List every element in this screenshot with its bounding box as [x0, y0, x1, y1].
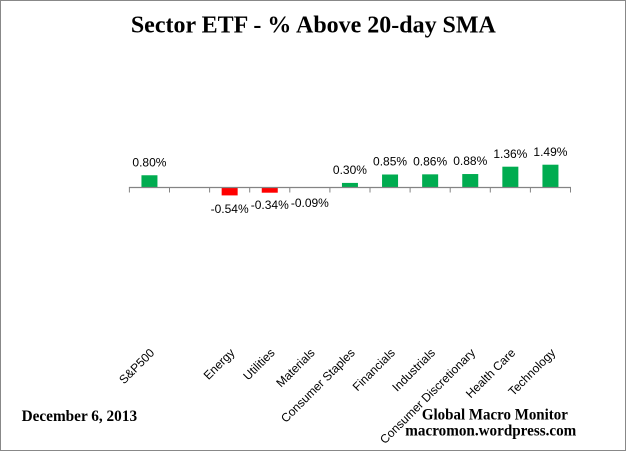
svg-text:0.85%: 0.85% — [373, 155, 407, 169]
svg-text:-0.34%: -0.34% — [251, 198, 289, 212]
svg-text:December 6, 2013: December 6, 2013 — [22, 408, 138, 425]
svg-text:macromon.wordpress.com: macromon.wordpress.com — [405, 423, 577, 440]
svg-text:Sector ETF - % Above 20-day SM: Sector ETF - % Above 20-day SMA — [131, 13, 497, 39]
svg-text:1.36%: 1.36% — [493, 147, 527, 161]
svg-text:0.80%: 0.80% — [132, 156, 166, 170]
svg-text:1.49%: 1.49% — [533, 145, 567, 159]
svg-text:-0.54%: -0.54% — [211, 202, 249, 216]
svg-text:0.86%: 0.86% — [413, 155, 447, 169]
svg-text:-0.09%: -0.09% — [291, 196, 329, 210]
svg-text:Global Macro Monitor: Global Macro Monitor — [422, 406, 568, 423]
svg-text:0.30%: 0.30% — [333, 163, 367, 177]
svg-text:0.88%: 0.88% — [453, 154, 487, 168]
